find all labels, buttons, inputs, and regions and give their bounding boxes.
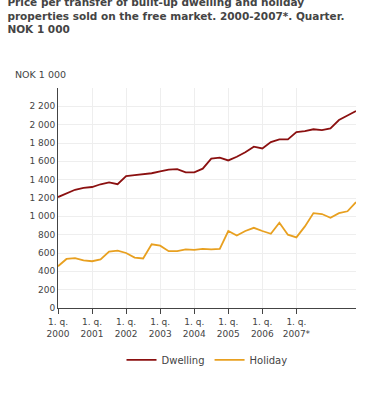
svg-text:0: 0 xyxy=(49,303,55,313)
svg-text:1. q.2000: 1. q.2000 xyxy=(47,317,70,339)
svg-text:1 000: 1 000 xyxy=(29,211,55,221)
svg-text:1 800: 1 800 xyxy=(29,138,55,148)
svg-text:Holiday: Holiday xyxy=(250,355,288,366)
svg-text:1 200: 1 200 xyxy=(29,193,55,203)
svg-text:600: 600 xyxy=(38,248,55,258)
svg-text:200: 200 xyxy=(38,285,55,295)
svg-text:1. q.2004: 1. q.2004 xyxy=(183,317,206,339)
svg-text:1 400: 1 400 xyxy=(29,175,55,185)
svg-text:Dwelling: Dwelling xyxy=(162,355,205,366)
svg-text:Price per transfer of built-up: Price per transfer of built-up dwelling … xyxy=(7,0,344,35)
svg-text:1. q.2003: 1. q.2003 xyxy=(149,317,172,339)
svg-text:1. q.2002: 1. q.2002 xyxy=(115,317,138,339)
svg-text:2 000: 2 000 xyxy=(29,120,55,130)
svg-text:1. q.2005: 1. q.2005 xyxy=(217,317,240,339)
svg-text:1. q.2001: 1. q.2001 xyxy=(81,317,104,339)
svg-text:400: 400 xyxy=(38,266,55,276)
svg-text:2 200: 2 200 xyxy=(29,101,55,111)
svg-text:1. q.2006: 1. q.2006 xyxy=(251,317,274,339)
svg-text:NOK 1 000: NOK 1 000 xyxy=(15,69,66,80)
svg-text:1. q.2007*: 1. q.2007* xyxy=(283,317,311,339)
svg-text:800: 800 xyxy=(38,230,55,240)
svg-text:1 600: 1 600 xyxy=(29,156,55,166)
